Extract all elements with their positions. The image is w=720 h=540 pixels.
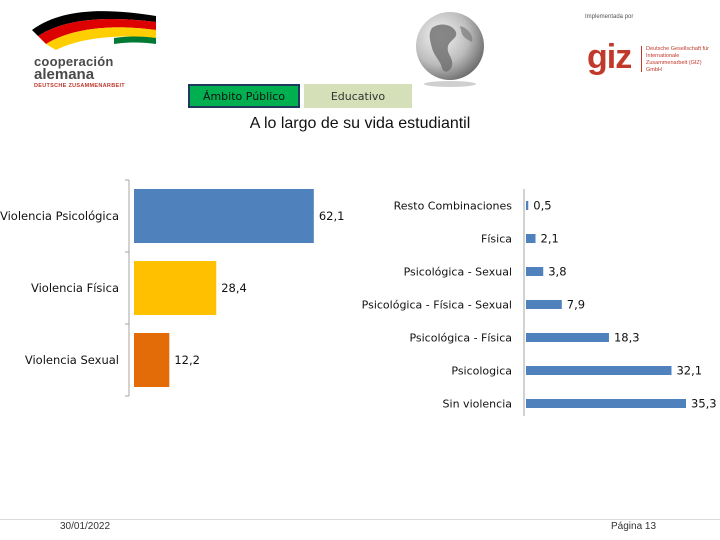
bar-violencia-psicologica bbox=[134, 189, 314, 243]
giz-divider bbox=[641, 46, 642, 72]
bar-violencia-fisica bbox=[134, 261, 217, 315]
data-label: 28,4 bbox=[221, 281, 247, 295]
giz-logo-block: Implementada por giz Deutsche Gesellscha… bbox=[585, 14, 715, 84]
data-label: 2,1 bbox=[541, 232, 559, 246]
chart-title: A lo largo de su vida estudiantil bbox=[249, 115, 471, 132]
tab-educativo[interactable]: Educativo bbox=[304, 84, 412, 108]
category-label: Violencia Psicológica bbox=[0, 209, 119, 223]
footer-page-number: Página 13 bbox=[611, 521, 657, 532]
bar-psicologica-fisica-sexual bbox=[526, 300, 562, 309]
footer-date: 30/01/2022 bbox=[60, 521, 111, 532]
cooperacion-alemana-logo: cooperación alemana DEUTSCHE ZUSAMMENARB… bbox=[28, 8, 168, 90]
bar-psicologica-sexual bbox=[526, 267, 544, 276]
bar-resto-combinaciones bbox=[526, 201, 529, 210]
giz-logo: giz bbox=[587, 38, 632, 76]
bar-psicologica-fisica bbox=[526, 333, 609, 342]
bar-fisica bbox=[526, 234, 536, 243]
data-label: 12,2 bbox=[174, 353, 200, 367]
tab-ambito-publico[interactable]: Ámbito Público bbox=[188, 84, 300, 108]
alemana-text: alemana bbox=[34, 66, 95, 83]
category-label: Sin violencia bbox=[443, 398, 512, 411]
cooperacion-text: cooperación bbox=[34, 54, 114, 69]
category-label: Psicológica - Física - Sexual bbox=[362, 299, 512, 312]
data-label: 3,8 bbox=[548, 265, 566, 279]
data-label: 32,1 bbox=[676, 364, 702, 378]
category-label: Resto Combinaciones bbox=[394, 200, 513, 213]
bar-violencia-sexual bbox=[134, 333, 170, 387]
flag-swoosh-icon bbox=[32, 11, 156, 50]
category-label: Psicologica bbox=[451, 365, 512, 378]
data-label: 7,9 bbox=[567, 298, 585, 312]
category-label: Física bbox=[481, 233, 512, 246]
data-label: 35,3 bbox=[691, 397, 717, 411]
category-label: Psicológica - Sexual bbox=[404, 266, 512, 279]
giz-full-name: Deutsche Gesellschaft für Internationale… bbox=[646, 46, 709, 73]
category-label: Psicológica - Física bbox=[409, 332, 512, 345]
violence-type-bar-chart: Violencia Psicológica 62,1 Violencia Físic… bbox=[0, 179, 345, 397]
globe-icon bbox=[410, 8, 490, 88]
bar-psicologica bbox=[526, 366, 672, 375]
data-label: 18,3 bbox=[614, 331, 640, 345]
data-label: 62,1 bbox=[319, 209, 345, 223]
footer-divider bbox=[0, 519, 720, 520]
violence-combination-bar-chart: Resto Combinaciones 0,5 Física 2,1 Psicológi… bbox=[362, 189, 717, 416]
deutsche-zusammenarbeit-text: DEUTSCHE ZUSAMMENARBEIT bbox=[34, 83, 125, 89]
category-label: Violencia Sexual bbox=[25, 353, 119, 367]
data-label: 0,5 bbox=[533, 199, 551, 213]
bar-sin-violencia bbox=[526, 399, 686, 408]
implementada-por-text: Implementada por bbox=[585, 14, 634, 20]
category-label: Violencia Física bbox=[31, 281, 119, 295]
